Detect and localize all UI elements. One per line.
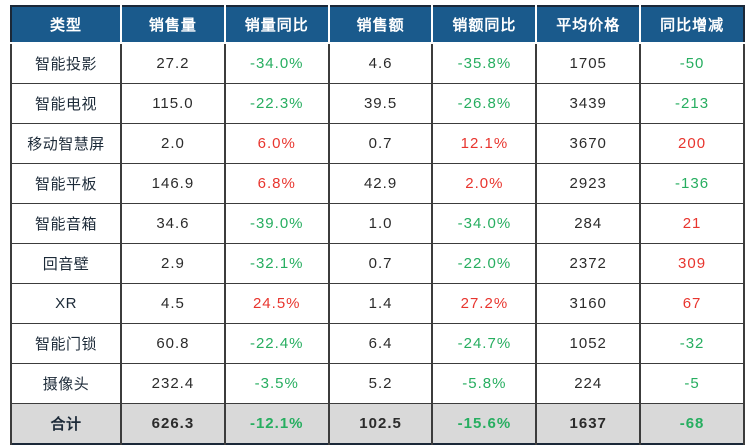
value-cell: 27.2% <box>431 283 538 324</box>
value-cell: 2.0% <box>431 163 538 204</box>
value-cell: 39.5 <box>327 83 434 124</box>
value-cell: 2.0 <box>120 123 226 164</box>
table-row: 智能电视 115.0 -22.3% 39.5 -26.8% 3439 -213 <box>10 83 745 124</box>
value-cell: -24.7% <box>431 323 538 364</box>
value-cell: 0.7 <box>327 243 434 284</box>
value-cell: -22.0% <box>431 243 538 284</box>
value-cell: 224 <box>535 363 642 404</box>
value-cell: 24.5% <box>223 283 330 324</box>
table-row: 智能音箱 34.6 -39.0% 1.0 -34.0% 284 21 <box>10 203 745 244</box>
value-cell: 3670 <box>535 123 642 164</box>
value-cell: -34.0% <box>431 203 538 244</box>
value-cell: 6.4 <box>327 323 434 364</box>
value-cell: -22.4% <box>223 323 330 364</box>
table-row: 智能平板 146.9 6.8% 42.9 2.0% 2923 -136 <box>10 163 745 204</box>
table-row: 智能门锁 60.8 -22.4% 6.4 -24.7% 1052 -32 <box>10 323 745 364</box>
value-cell: -213 <box>639 83 745 124</box>
table-row: 回音壁 2.9 -32.1% 0.7 -22.0% 2372 309 <box>10 243 745 284</box>
value-cell: -50 <box>639 42 745 84</box>
value-cell: -34.0% <box>223 42 330 84</box>
category-cell: 智能投影 <box>10 42 122 84</box>
value-cell: 115.0 <box>120 83 226 124</box>
value-cell: 2.9 <box>120 243 226 284</box>
value-cell: 2923 <box>535 163 642 204</box>
value-cell: 3160 <box>535 283 642 324</box>
value-cell: 6.0% <box>223 123 330 164</box>
column-header-0: 类型 <box>11 6 122 44</box>
value-cell: 67 <box>639 283 745 324</box>
column-header-1: 销售量 <box>121 6 226 44</box>
value-cell: 4.5 <box>120 283 226 324</box>
value-cell: 3439 <box>535 83 642 124</box>
value-cell: 1.0 <box>327 203 434 244</box>
column-header-2: 销量同比 <box>224 6 330 44</box>
category-cell: 智能电视 <box>10 83 122 124</box>
category-cell: 智能音箱 <box>10 203 122 244</box>
column-header-3: 销售额 <box>328 6 434 44</box>
category-cell: 回音壁 <box>10 243 122 284</box>
value-cell: -32 <box>639 323 745 364</box>
value-cell: -5 <box>639 363 745 404</box>
table-row: 移动智慧屏 2.0 6.0% 0.7 12.1% 3670 200 <box>10 123 745 164</box>
column-header-4: 销额同比 <box>432 6 538 44</box>
sales-table: 类型 销售量 销量同比 销售额 销额同比 平均价格 同比增减 智能投影 27.2 -34.0% 4… <box>10 5 745 445</box>
value-cell: 60.8 <box>120 323 226 364</box>
column-header-5: 平均价格 <box>536 6 642 44</box>
value-cell: 6.8% <box>223 163 330 204</box>
value-cell: 309 <box>639 243 745 284</box>
value-cell: 0.7 <box>327 123 434 164</box>
value-cell: -32.1% <box>223 243 330 284</box>
value-cell: -26.8% <box>431 83 538 124</box>
value-cell: 5.2 <box>327 363 434 404</box>
category-cell: 智能门锁 <box>10 323 122 364</box>
table-row: 摄像头 232.4 -3.5% 5.2 -5.8% 224 -5 <box>10 363 745 404</box>
value-cell: 12.1% <box>431 123 538 164</box>
value-cell: 4.6 <box>327 42 434 84</box>
table-body: 智能投影 27.2 -34.0% 4.6 -35.8% 1705 -50 智能电视 115.0-… <box>10 42 745 445</box>
value-cell: 1052 <box>535 323 642 364</box>
value-cell: -3.5% <box>223 363 330 404</box>
category-cell: 移动智慧屏 <box>10 123 122 164</box>
value-cell: -22.3% <box>223 83 330 124</box>
category-cell: 摄像头 <box>10 363 122 404</box>
value-cell: 284 <box>535 203 642 244</box>
value-cell: 1.4 <box>327 283 434 324</box>
table-row: XR 4.5 24.5% 1.4 27.2% 3160 67 <box>10 283 745 324</box>
category-cell: 智能平板 <box>10 163 122 204</box>
table-header: 类型 销售量 销量同比 销售额 销额同比 平均价格 同比增减 <box>11 6 744 44</box>
value-cell: 232.4 <box>120 363 226 404</box>
table-row: 智能投影 27.2 -34.0% 4.6 -35.8% 1705 -50 <box>10 42 745 84</box>
value-cell: 27.2 <box>120 42 226 84</box>
value-cell: 2372 <box>535 243 642 284</box>
value-cell: 42.9 <box>327 163 434 204</box>
value-cell: -5.8% <box>431 363 538 404</box>
header-row: 类型 销售量 销量同比 销售额 销额同比 平均价格 同比增减 <box>11 6 744 44</box>
value-cell: -136 <box>639 163 745 204</box>
value-cell: 21 <box>639 203 745 244</box>
value-cell: -39.0% <box>223 203 330 244</box>
category-cell: XR <box>10 283 122 324</box>
value-cell: 146.9 <box>120 163 226 204</box>
column-header-6: 同比增减 <box>640 6 744 44</box>
value-cell: -35.8% <box>431 42 538 84</box>
value-cell: 34.6 <box>120 203 226 244</box>
value-cell: 1705 <box>535 42 642 84</box>
value-cell: 200 <box>639 123 745 164</box>
page: 类型 销售量 销量同比 销售额 销额同比 平均价格 同比增减 智能投影 27.2 -34.0% 4… <box>10 5 745 445</box>
